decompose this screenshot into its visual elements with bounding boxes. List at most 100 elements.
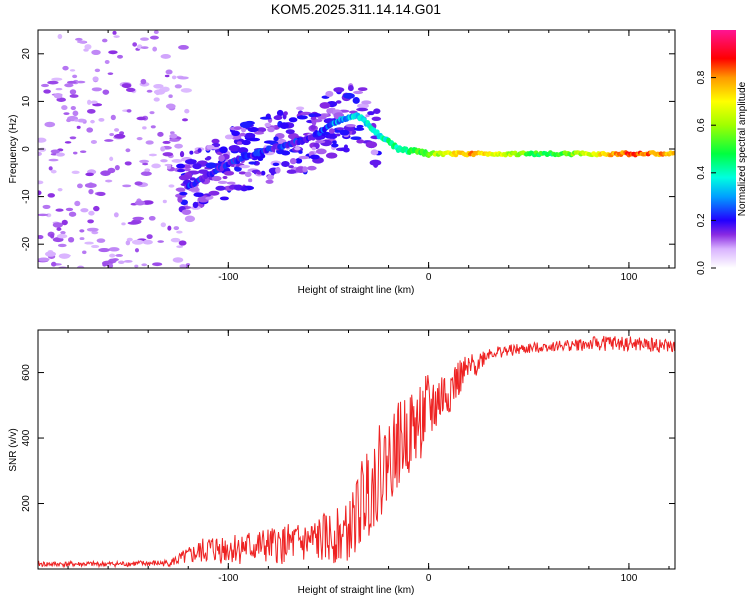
spectrogram-noise-cell xyxy=(134,200,146,206)
spectrogram-spread-cell xyxy=(289,158,297,165)
spectrogram-spread-cell xyxy=(177,196,183,203)
spectrogram-noise-cell xyxy=(72,151,78,155)
spectrogram-noise-cell xyxy=(60,231,66,235)
spectrogram-spread-cell xyxy=(350,136,362,141)
spectrogram-noise-cell xyxy=(126,109,132,113)
spectrogram-spread-cell xyxy=(218,154,225,162)
spectrogram-noise-cell xyxy=(155,90,160,96)
spectrogram-noise-cell xyxy=(134,264,139,268)
spectrogram-spread-cell xyxy=(343,92,355,99)
spectrogram-noise-cell xyxy=(91,244,100,249)
spectrogram-spread-cell xyxy=(276,109,284,117)
spectrogram-spread-cell xyxy=(288,165,294,169)
spectrogram-spread-cell xyxy=(256,171,262,175)
spectrogram-noise-cell xyxy=(100,170,111,176)
spectrogram-noise-cell xyxy=(114,128,120,132)
spectrogram-spread-cell xyxy=(219,196,229,201)
spectrogram-noise-cell xyxy=(160,159,168,163)
spectrogram-noise-cell xyxy=(101,38,108,43)
spectrogram-noise-cell xyxy=(152,262,163,267)
spectrogram-noise-cell xyxy=(169,131,175,135)
spectrogram-noise-cell xyxy=(162,199,167,204)
spectrogram-noise-cell xyxy=(64,141,72,144)
spectrogram-spread-cell xyxy=(179,151,185,158)
spectrogram-spread-cell xyxy=(319,102,331,109)
spectrogram-noise-cell xyxy=(38,235,44,240)
spectrogram-spread-cell xyxy=(353,127,365,131)
spectrogram-noise-cell xyxy=(90,100,98,105)
colorbar-gradient xyxy=(711,30,736,268)
snr-x-label: Height of straight line (km) xyxy=(298,585,415,596)
colorbar: 0.0 0.2 0.4 0.6 0.8 Normalized spectral ampl… xyxy=(696,30,748,275)
spectrogram-spread-cell xyxy=(308,113,316,118)
spectrogram-spread-cell xyxy=(238,171,247,175)
spectrogram-spread-cell xyxy=(296,115,308,120)
spectrogram-noise-cell xyxy=(169,138,180,142)
spectrogram-noise-cell xyxy=(112,30,117,35)
spectrogram-noise-cell xyxy=(113,35,120,38)
spectrogram-spread-cell xyxy=(281,160,290,167)
spectrogram-y-label: Frequency (Hz) xyxy=(8,115,19,184)
spectrogram-spread-cell xyxy=(189,177,196,181)
spectrogram-noise-cell xyxy=(149,111,155,115)
spectrogram-noise-cell xyxy=(63,112,70,115)
spectrogram-noise-cell xyxy=(51,261,57,267)
spectrogram-noise-cell xyxy=(64,83,74,88)
spectrogram-spread-cell xyxy=(353,90,364,95)
spectrogram-noise-cell xyxy=(38,151,42,156)
spectrogram-noise-cell xyxy=(73,119,80,122)
spectrogram-noise-cell xyxy=(124,161,132,166)
colorbar-ticks: 0.0 0.2 0.4 0.6 0.8 xyxy=(696,70,716,275)
snr-x-tick-label: 100 xyxy=(621,573,638,584)
spectrogram-noise-cell xyxy=(144,168,151,172)
spectrogram-noise-cell xyxy=(56,227,62,231)
spectrogram-spread-cell xyxy=(231,130,241,137)
spectrogram-noise-cell xyxy=(59,254,71,258)
spectrogram-noise-cell xyxy=(141,263,148,267)
spectrogram-noise-cell xyxy=(86,108,96,114)
spectrogram-noise-cell xyxy=(57,34,63,40)
spectrogram-noise-cell xyxy=(136,137,143,141)
spectrogram-noise-cell xyxy=(90,119,95,124)
spectrogram-noise-cell xyxy=(113,212,119,218)
spectrogram-noise-cell xyxy=(47,80,59,85)
spectrogram-noise-cell xyxy=(67,80,77,84)
spectrogram-noise-cell xyxy=(105,179,113,183)
spectrogram-spread-cell xyxy=(331,143,339,148)
spectrogram-spread-cell xyxy=(193,192,204,198)
spectrogram-spread-cell xyxy=(223,170,234,176)
spectrogram-noise-cell xyxy=(152,46,158,52)
spectrogram-spread-cell xyxy=(264,122,272,127)
snr-series-line xyxy=(38,335,675,569)
spectrogram-noise-cell xyxy=(139,159,149,164)
spectrogram-spread-cell xyxy=(272,162,280,166)
spectrogram-noise-cell xyxy=(146,234,153,240)
spectrogram-spread-cell xyxy=(236,141,243,145)
spectrogram-noise-cell xyxy=(75,37,83,41)
spectrogram-spread-cell xyxy=(367,111,375,116)
spectrogram-noise-cell xyxy=(53,92,63,99)
spectrogram-noise-cell xyxy=(55,87,63,91)
spectrogram-noise-cell xyxy=(55,208,64,212)
spectrogram-noise-cell xyxy=(55,152,65,157)
spectrogram-spread-cell xyxy=(345,124,356,128)
spectrogram-noise-cell xyxy=(98,247,111,253)
spectrogram-spread-cell xyxy=(184,168,191,172)
spectrogram-noise-cell xyxy=(38,137,47,143)
spectrogram-noise-cell xyxy=(132,216,145,221)
spectrogram-noise-cell xyxy=(87,219,94,224)
spectrogram-noise-cell xyxy=(96,191,106,196)
spectrogram-spread-cell xyxy=(211,138,220,144)
spectrogram-noise-cell xyxy=(122,184,132,188)
spectrogram-spread-cell xyxy=(192,201,199,209)
spectrogram-noise-cell xyxy=(90,140,97,145)
spectrogram-noise-cell xyxy=(104,59,110,64)
spectrogram-spread-cell xyxy=(233,126,242,130)
spectrogram-noise-cell xyxy=(57,187,63,192)
spectrogram-noise-cell xyxy=(69,94,79,98)
spectrogram-noise-cell xyxy=(72,110,79,117)
spectrogram-noise-cell xyxy=(65,207,74,212)
